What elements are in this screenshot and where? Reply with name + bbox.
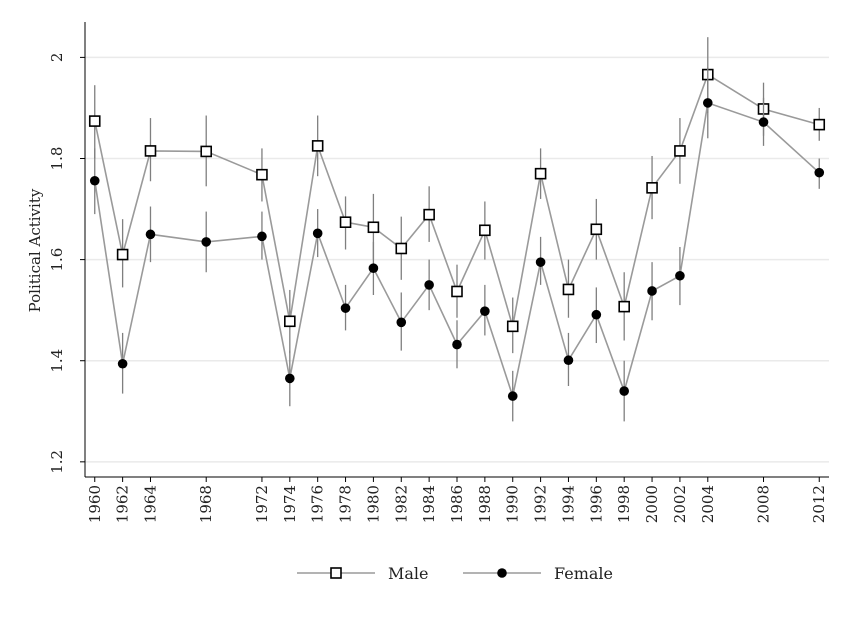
- male-point: [813, 118, 826, 131]
- x-tick-label: 1972: [253, 485, 271, 523]
- x-tick-label: 1990: [504, 485, 522, 523]
- male-point: [618, 300, 630, 313]
- female-point: [619, 386, 629, 396]
- male-point: [451, 285, 463, 298]
- x-tick-label: 1988: [476, 485, 494, 523]
- female-point: [368, 263, 379, 274]
- male-point: [534, 167, 547, 180]
- male-point: [284, 315, 296, 328]
- male-point: [339, 216, 352, 228]
- x-tick-label: 1996: [587, 485, 605, 523]
- legend-female-label: Female: [554, 564, 613, 583]
- gridlines: [85, 56, 829, 463]
- legend: Male Female: [297, 564, 613, 583]
- female-point: [89, 175, 100, 186]
- legend-male-marker: [330, 567, 342, 579]
- female-point: [563, 355, 574, 366]
- series-female: [89, 67, 825, 422]
- x-tick-label: 1976: [309, 485, 327, 523]
- male-point: [479, 224, 491, 237]
- x-tick-label: 2000: [643, 485, 661, 523]
- male-point: [646, 182, 658, 194]
- x-tick-label: 1968: [197, 485, 215, 523]
- male-point: [311, 140, 324, 152]
- male-point: [200, 145, 213, 158]
- x-tick-label: 1994: [559, 485, 577, 523]
- female-point: [814, 167, 825, 178]
- x-tick-label: 2002: [671, 485, 689, 523]
- y-tick-label: 1.6: [48, 248, 66, 272]
- female-point: [507, 391, 518, 401]
- female-point: [758, 117, 769, 127]
- female-point: [535, 257, 546, 267]
- female-point: [201, 237, 212, 247]
- male-point: [88, 115, 101, 127]
- y-tick-label: 2: [48, 53, 66, 63]
- male-point: [116, 248, 129, 261]
- y-tick-label: 1.4: [48, 349, 66, 373]
- y-axis-title: Political Activity: [26, 188, 44, 312]
- female-point: [480, 306, 490, 316]
- male-point: [395, 242, 408, 255]
- female-point: [702, 98, 713, 108]
- legend-male-label: Male: [388, 564, 429, 583]
- male-point: [590, 223, 603, 236]
- female-point: [257, 231, 267, 242]
- male-point: [144, 145, 157, 157]
- x-tick-label: 1984: [420, 485, 438, 523]
- x-tick-label: 1998: [615, 485, 633, 523]
- female-point: [312, 228, 323, 239]
- male-point: [562, 283, 575, 296]
- x-tick-label: 1982: [392, 485, 410, 523]
- x-tick-label: 1978: [337, 485, 355, 523]
- female-point: [647, 286, 657, 296]
- female-point: [285, 373, 295, 384]
- female-point: [424, 280, 434, 290]
- female-point: [340, 303, 351, 313]
- female-point: [675, 270, 685, 281]
- male-point: [506, 320, 519, 333]
- male-point: [674, 145, 686, 157]
- female-point: [145, 229, 156, 240]
- x-tick-label: 1974: [281, 485, 299, 523]
- female-point: [396, 317, 407, 328]
- y-ticks: 1.2 1.4 1.6 1.8 2: [48, 53, 85, 474]
- female-point: [591, 309, 602, 320]
- y-tick-label: 1.8: [48, 147, 66, 171]
- x-tick-label: 1980: [364, 485, 382, 523]
- x-tick-label: 1964: [141, 485, 159, 523]
- male-point: [367, 221, 380, 234]
- x-tick-label: 1986: [448, 485, 466, 523]
- legend-female-marker: [497, 568, 507, 578]
- x-tick-label: 1962: [114, 485, 132, 523]
- x-tick-label: 2008: [755, 485, 773, 523]
- female-point: [452, 339, 462, 350]
- x-tick-label: 2004: [699, 485, 717, 523]
- y-tick-label: 1.2: [48, 450, 66, 474]
- x-tick-label: 1960: [86, 485, 104, 523]
- male-point: [423, 208, 435, 221]
- x-tick-label: 2012: [810, 485, 828, 523]
- male-point: [256, 168, 268, 181]
- x-ticks: 1960 1962 1964 1968 1972 1974 1976 1978 1980 1982…: [86, 477, 828, 523]
- female-point: [117, 358, 128, 369]
- x-tick-label: 1992: [532, 485, 550, 523]
